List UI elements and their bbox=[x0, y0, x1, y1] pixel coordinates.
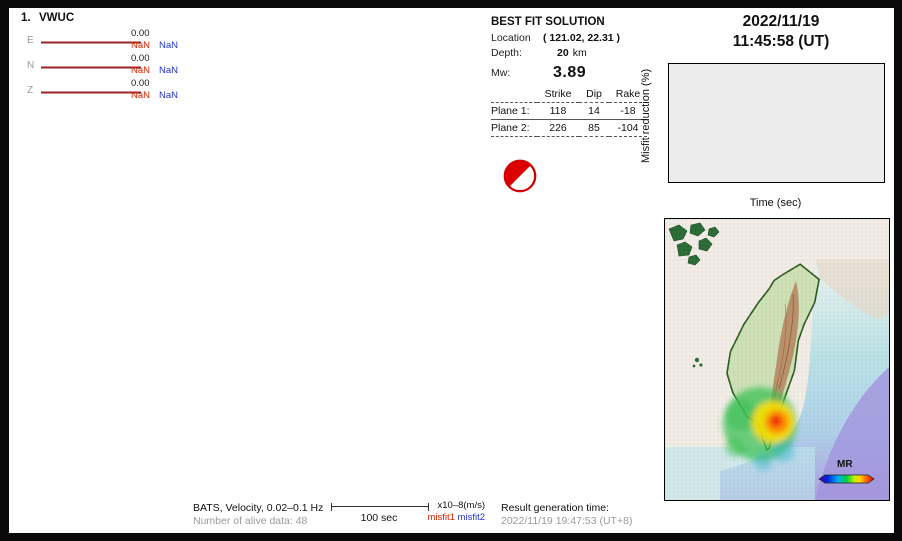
map-canvas bbox=[665, 219, 889, 500]
component-row-N: N 0.00 NaN NaN bbox=[19, 53, 181, 79]
generation-time-value: 2022/11/19 19:47:53 (UT+8) bbox=[501, 515, 633, 528]
event-time: 11:45:58 (UT) bbox=[732, 33, 830, 51]
location-label: Location bbox=[491, 32, 531, 44]
location-value: ( 121.02, 22.31 ) bbox=[543, 32, 621, 44]
mw-label: Mw: bbox=[491, 67, 511, 79]
map-stipple-texture bbox=[665, 219, 889, 500]
event-date: 2022/11/19 bbox=[742, 13, 820, 30]
generation-time: Result generation time: 2022/11/19 19:47… bbox=[501, 502, 632, 528]
peak-amplitude: 0.00 bbox=[131, 28, 150, 39]
plane2-strike: 226 bbox=[537, 119, 579, 137]
misfit1-label: misfit1 bbox=[427, 512, 455, 523]
depth-value: 20 bbox=[557, 47, 569, 59]
plane2-rake: -104 bbox=[609, 119, 647, 137]
plane1-rake: -18 bbox=[609, 102, 647, 120]
component-label: N bbox=[27, 60, 35, 71]
station-number: 1. bbox=[21, 12, 31, 24]
waveform-trace bbox=[41, 91, 141, 94]
waveform-trace bbox=[41, 41, 141, 44]
colorbar bbox=[818, 474, 875, 484]
generation-time-label: Result generation time: bbox=[501, 502, 609, 514]
misfit-legend: misfit1 misfit2 bbox=[425, 512, 485, 523]
peak-amplitude: 0.00 bbox=[131, 53, 150, 64]
alive-data-count: Number of alive data: 48 bbox=[193, 515, 308, 528]
waveform-trace bbox=[41, 66, 141, 69]
strike-header: Strike bbox=[537, 86, 579, 103]
depth-label: Depth: bbox=[491, 47, 522, 59]
colorbar-title: MR bbox=[837, 459, 853, 470]
dip-header: Dip bbox=[579, 86, 609, 103]
report-content: 1. VWUC E 0.00 NaN NaN N 0.00 NaN NaN Z 0.00 NaN NaN … bbox=[9, 8, 894, 533]
time-scale-label: 100 sec bbox=[360, 512, 398, 524]
component-row-Z: Z 0.00 NaN NaN bbox=[19, 78, 181, 104]
rake-header: Rake bbox=[609, 86, 647, 103]
waveform-area: 1. VWUC E 0.00 NaN NaN N 0.00 NaN NaN Z 0.00 NaN NaN … bbox=[19, 8, 657, 533]
component-row-E: E 0.00 NaN NaN bbox=[19, 28, 181, 54]
amplitude-unit-label: x10–8(m/s) bbox=[437, 500, 485, 511]
station-block-VWUC: 1. VWUC E 0.00 NaN NaN N 0.00 NaN NaN Z 0.00 NaN NaN bbox=[19, 12, 181, 111]
station-column-3 bbox=[340, 8, 489, 533]
best-fit-title: BEST FIT SOLUTION bbox=[491, 16, 605, 28]
event-datetime: 2022/11/19 11:45:58 (UT) bbox=[667, 12, 894, 52]
misfit-plot-ylabel: Misfit reduction (%) bbox=[640, 68, 652, 163]
focal-mechanism-beachball-icon bbox=[503, 159, 537, 193]
station-column-2 bbox=[181, 8, 340, 533]
misfit2-value: NaN bbox=[159, 65, 179, 76]
data-description: BATS, Velocity, 0.02–0.1 Hz Number of al… bbox=[193, 502, 323, 528]
best-fit-panel: BEST FIT SOLUTION Location ( 121.02, 22.… bbox=[489, 16, 657, 214]
component-label: E bbox=[27, 35, 34, 46]
plane-table: Strike Dip Rake Plane 1: 118 14 -18 Plan… bbox=[491, 86, 647, 137]
epicenter-map: MR bbox=[664, 218, 890, 501]
misfit2-label: misfit2 bbox=[457, 512, 485, 523]
depth-unit: km bbox=[572, 47, 587, 59]
station-column-4: BEST FIT SOLUTION Location ( 121.02, 22.… bbox=[489, 8, 657, 533]
misfit2-value: NaN bbox=[159, 40, 179, 51]
mw-value: 3.89 bbox=[553, 64, 587, 81]
station-column-1: 1. VWUC E 0.00 NaN NaN N 0.00 NaN NaN Z 0.00 NaN NaN bbox=[19, 8, 181, 533]
time-scale-bar bbox=[331, 503, 429, 511]
plane2-label: Plane 2: bbox=[491, 119, 537, 137]
misfit1-value: NaN bbox=[131, 65, 151, 76]
misfit1-value: NaN bbox=[131, 40, 151, 51]
misfit-plot-xlabel: Time (sec) bbox=[749, 197, 802, 209]
plane1-dip: 14 bbox=[579, 102, 609, 120]
misfit1-value: NaN bbox=[131, 90, 151, 101]
filter-info: BATS, Velocity, 0.02–0.1 Hz bbox=[193, 502, 324, 514]
component-label: Z bbox=[27, 85, 34, 96]
station-name: VWUC bbox=[39, 12, 75, 24]
peak-amplitude: 0.00 bbox=[131, 78, 150, 89]
plane1-strike: 118 bbox=[537, 102, 579, 120]
misfit2-value: NaN bbox=[159, 90, 179, 101]
station-title: 1. VWUC bbox=[19, 12, 181, 29]
plane2-dip: 85 bbox=[579, 119, 609, 137]
misfit-plot-canvas bbox=[669, 64, 884, 182]
misfit-reduction-plot bbox=[668, 63, 885, 183]
right-panel: 2022/11/19 11:45:58 (UT) Misfit reductio… bbox=[640, 8, 894, 533]
plane1-label: Plane 1: bbox=[491, 102, 537, 120]
